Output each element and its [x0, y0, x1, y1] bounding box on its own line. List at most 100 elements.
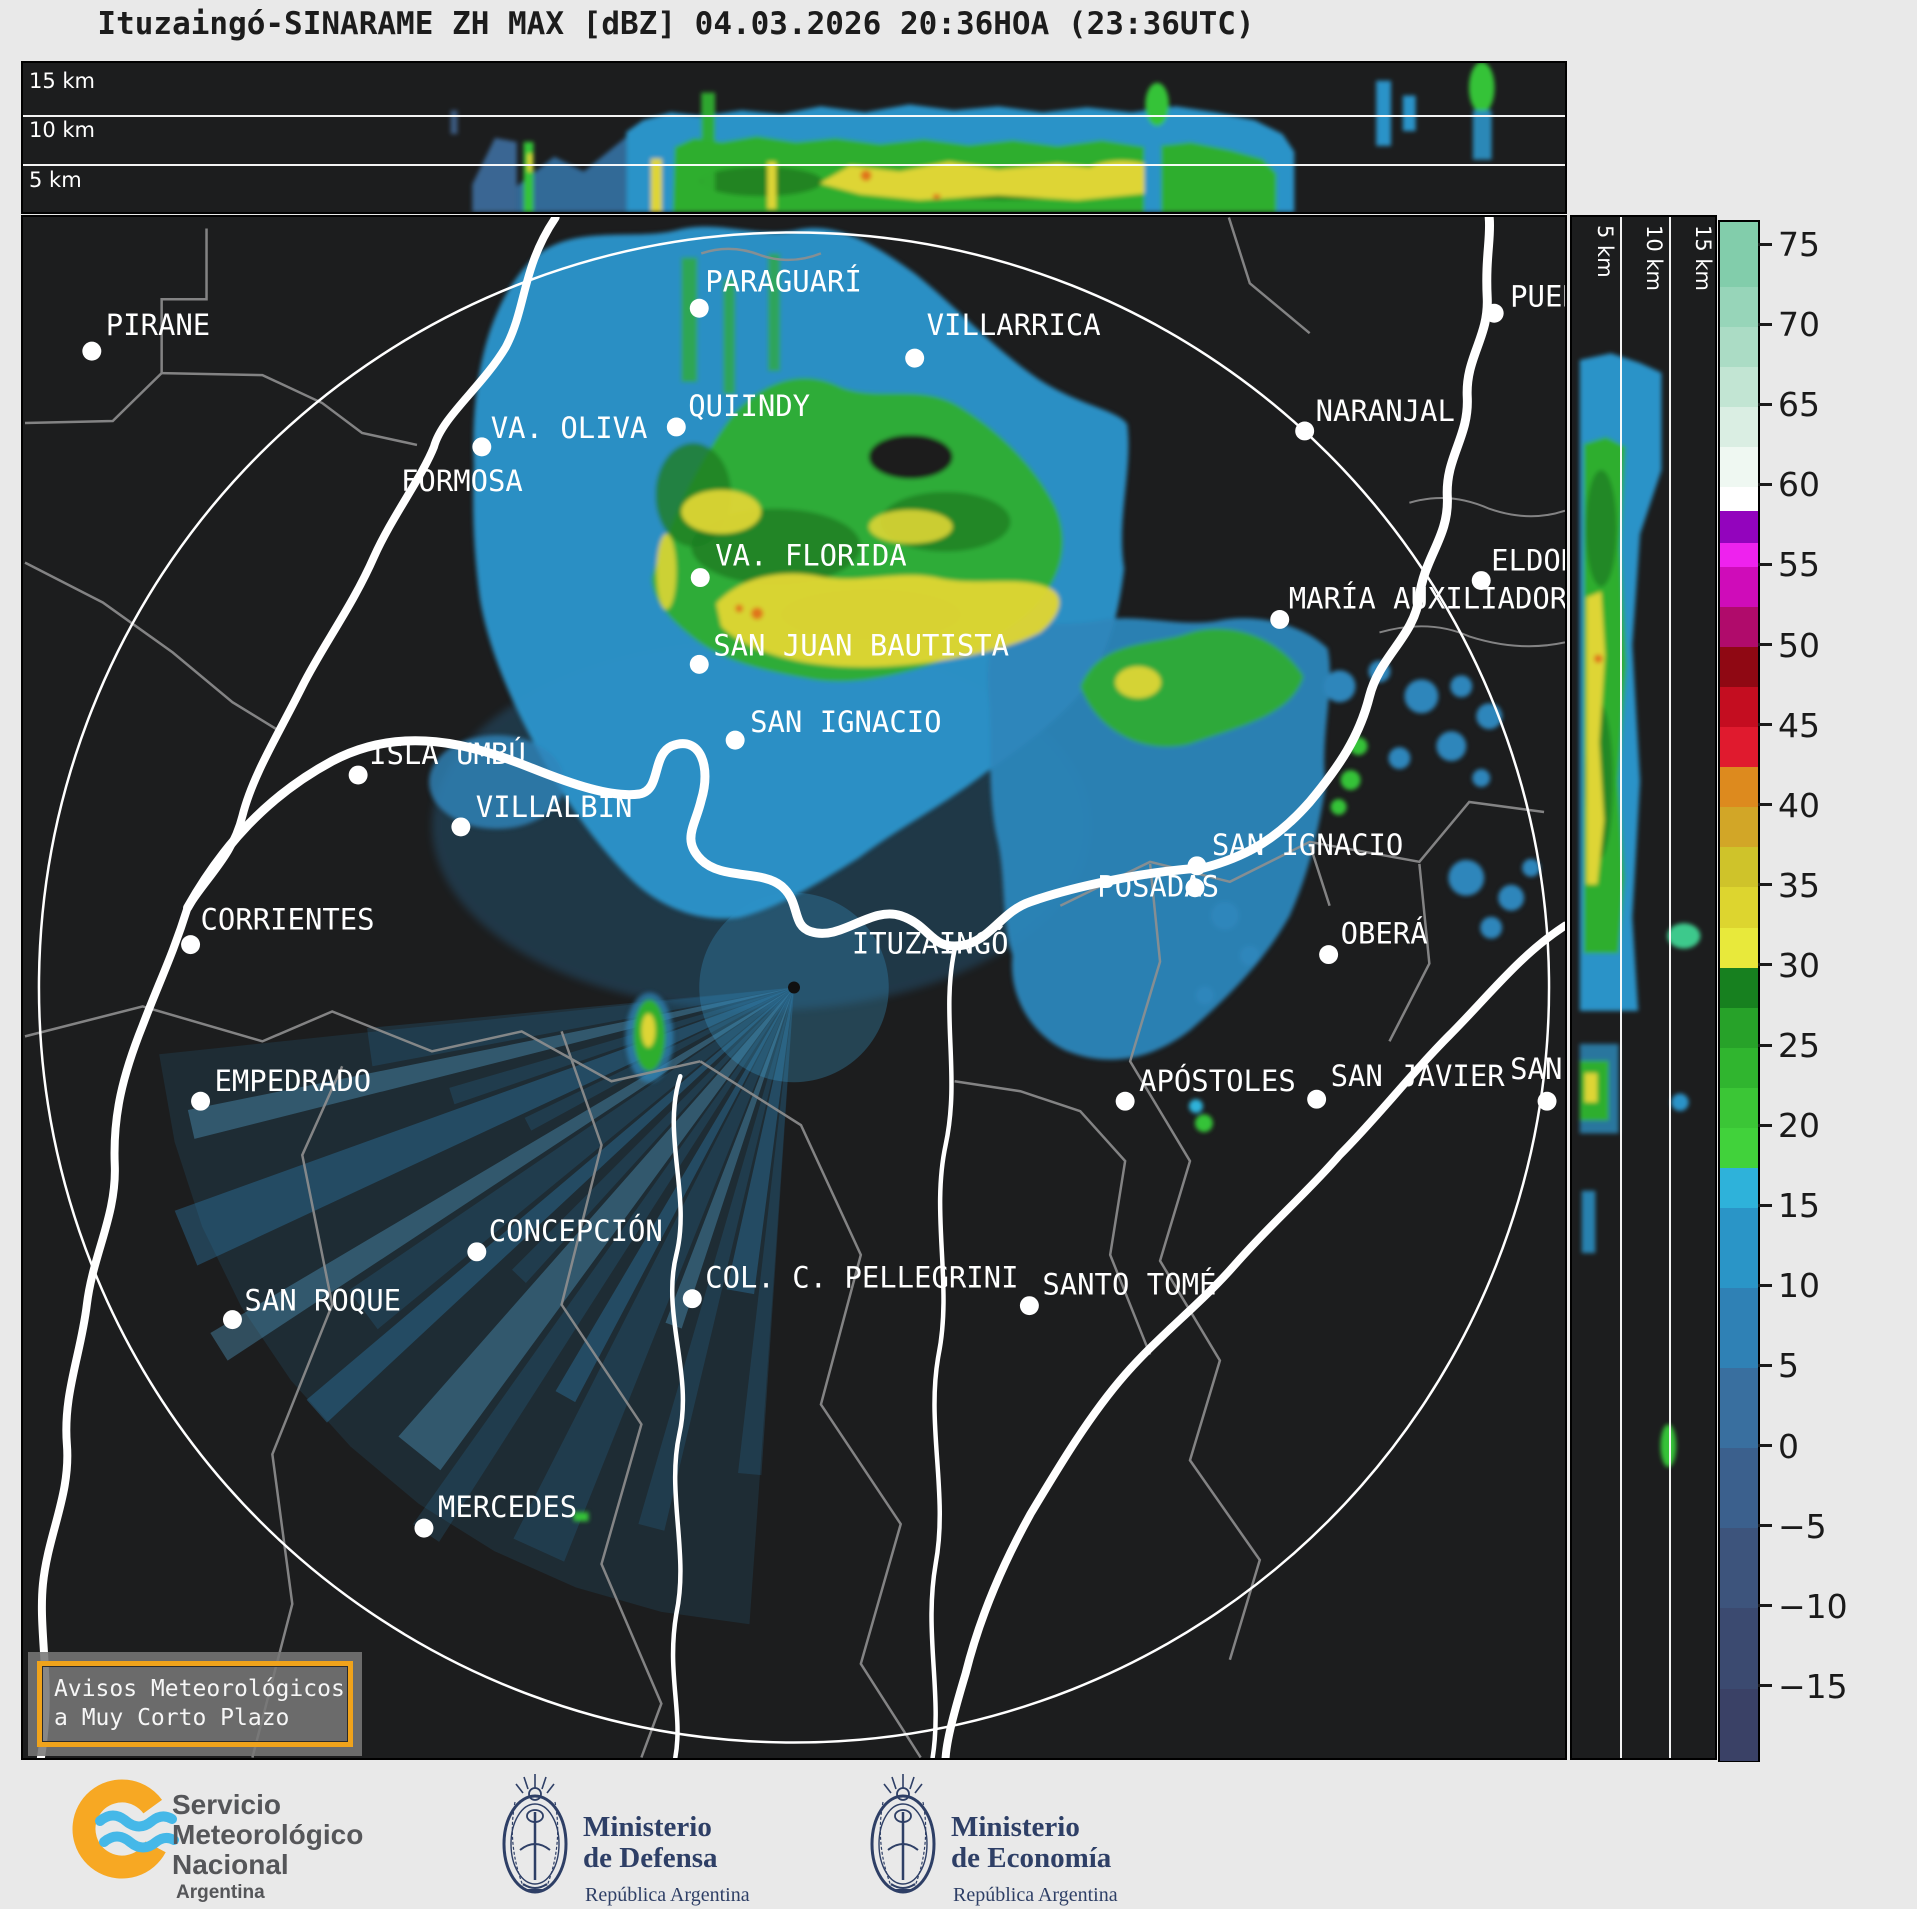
city-dot — [1537, 1091, 1557, 1111]
colorbar-segment — [1720, 806, 1758, 848]
colorbar-segment — [1720, 646, 1758, 688]
city-dot — [1471, 571, 1491, 591]
city-dot — [690, 568, 710, 588]
city-dot — [1295, 421, 1315, 441]
city-label: ELDORADO — [1491, 544, 1565, 578]
colorbar-tick-label: 15 — [1778, 1186, 1820, 1226]
height-line — [1620, 217, 1622, 1758]
city-label: MARÍA AUXILIADORA — [1289, 581, 1565, 615]
radar-map: PARAGUARÍ PIRANE VILLARRICA QUIINDY VA. OLIV… — [24, 217, 1565, 1758]
height-label: 5 km — [1593, 225, 1617, 278]
city-label: SAN IGNACIO — [1212, 828, 1403, 862]
city-label: SANTO TOMÉ — [1042, 1268, 1216, 1302]
colorbar-tick — [1758, 1043, 1772, 1047]
city-dot — [451, 817, 471, 837]
colorbar-tick-label: 50 — [1778, 625, 1820, 665]
colorbar-segment — [1720, 406, 1758, 447]
city-label: OBERÁ — [1341, 917, 1428, 951]
colorbar-tick — [1758, 1444, 1772, 1448]
coat-of-arms-economia-icon — [870, 1774, 936, 1894]
colorbar-segment — [1720, 1127, 1758, 1168]
colorbar-segment — [1720, 366, 1758, 407]
city-dot — [82, 341, 102, 361]
colorbar-tick — [1758, 963, 1772, 967]
height-line — [23, 115, 1565, 117]
economia-republica: República Argentina — [953, 1884, 1118, 1906]
colorbar-tick — [1758, 883, 1772, 887]
city-dot — [1307, 1089, 1327, 1109]
avisos-box[interactable]: Avisos Meteorológicos a Muy Corto Plazo — [28, 1652, 362, 1756]
city-dot — [689, 298, 709, 318]
colorbar-segment — [1720, 726, 1758, 768]
city-label: SAN — [1510, 1052, 1562, 1086]
height-label: 5 km — [29, 168, 82, 192]
height-label: 10 km — [29, 118, 96, 142]
city-dot — [1319, 945, 1339, 965]
colorbar-segment — [1720, 686, 1758, 728]
fan-streak — [738, 987, 794, 1476]
colorbar-tick-label: −5 — [1778, 1506, 1827, 1546]
footer: Servicio Meteorológico Nacional Argentin… — [0, 1762, 1917, 1909]
defensa-name: Ministerio de Defensa — [583, 1811, 718, 1875]
fan-streak — [306, 987, 794, 1423]
city-label: APÓSTOLES — [1139, 1064, 1296, 1098]
colorbar-segment — [1720, 542, 1758, 568]
city-dot — [467, 1242, 487, 1262]
colorbar-tick — [1758, 1604, 1772, 1608]
colorbar-tick-label: 10 — [1778, 1266, 1820, 1306]
city-label: SAN JUAN BAUTISTA — [713, 628, 1009, 662]
colorbar-tick — [1758, 1203, 1772, 1207]
echo-east-green — [1080, 628, 1304, 747]
colorbar-tick-label: 65 — [1778, 385, 1820, 425]
city-label: SAN IGNACIO — [750, 705, 941, 739]
city-dot — [725, 730, 745, 750]
fan-streak — [638, 987, 794, 1531]
colorbar-segment — [1720, 1687, 1758, 1761]
colorbar-tick — [1758, 482, 1772, 486]
city-label: VA. OLIVA — [491, 411, 648, 445]
city-label: ISLA UMBÚ — [369, 737, 526, 771]
city-label: PUERTO RICO — [1510, 279, 1565, 313]
smn-wordmark: Servicio Meteorológico Nacional — [172, 1789, 364, 1880]
colorbar-segment — [1720, 326, 1758, 367]
dbz-colorbar — [1718, 220, 1760, 1762]
height-label: 15 km — [29, 69, 96, 93]
city-label: NARANJAL — [1316, 394, 1455, 428]
colorbar-tick-label: 70 — [1778, 305, 1820, 345]
colorbar-tick — [1758, 1283, 1772, 1287]
fan-streak — [726, 987, 794, 1295]
fan-streak — [348, 987, 794, 1330]
city-label: QUIINDY — [688, 389, 810, 423]
city-dot — [666, 417, 686, 437]
top-cross-section-echoes — [450, 63, 1495, 212]
city-label: VILLALBÍN — [476, 790, 633, 824]
colorbar-tick — [1758, 803, 1772, 807]
colorbar-tick — [1758, 643, 1772, 647]
defensa-republica: República Argentina — [585, 1884, 750, 1906]
city-label: EMPEDRADO — [215, 1064, 372, 1098]
colorbar-tick — [1758, 562, 1772, 566]
colorbar-segment — [1720, 1087, 1758, 1128]
colorbar-tick-label: 40 — [1778, 785, 1820, 825]
economia-name: Ministerio de Economía — [951, 1811, 1112, 1875]
colorbar-tick — [1758, 723, 1772, 727]
colorbar-tick-label: −15 — [1778, 1666, 1848, 1706]
colorbar-tick — [1758, 1684, 1772, 1688]
city-label: VA. FLORIDA — [715, 539, 906, 573]
city-dot — [1484, 303, 1504, 323]
colorbar-tick-label: −10 — [1778, 1586, 1848, 1626]
city-label: POSADAS — [1097, 870, 1219, 904]
right-cross-section-panel: 5 km 10 km 15 km — [1570, 215, 1717, 1760]
city-label: CORRIENTES — [201, 903, 375, 937]
top-cross-section-panel: 15 km 10 km 5 km — [21, 61, 1567, 214]
avisos-line2: a Muy Corto Plazo — [54, 1705, 290, 1731]
city-dot — [1270, 609, 1290, 629]
radar-site-marker — [788, 981, 800, 994]
city-label: SAN JAVIER — [1331, 1059, 1506, 1093]
smn-logo-icon — [72, 1779, 179, 1879]
colorbar-segment — [1720, 846, 1758, 888]
colorbar-tick — [1758, 1123, 1772, 1127]
fan-wedge — [159, 987, 794, 1625]
city-dot — [348, 765, 368, 785]
